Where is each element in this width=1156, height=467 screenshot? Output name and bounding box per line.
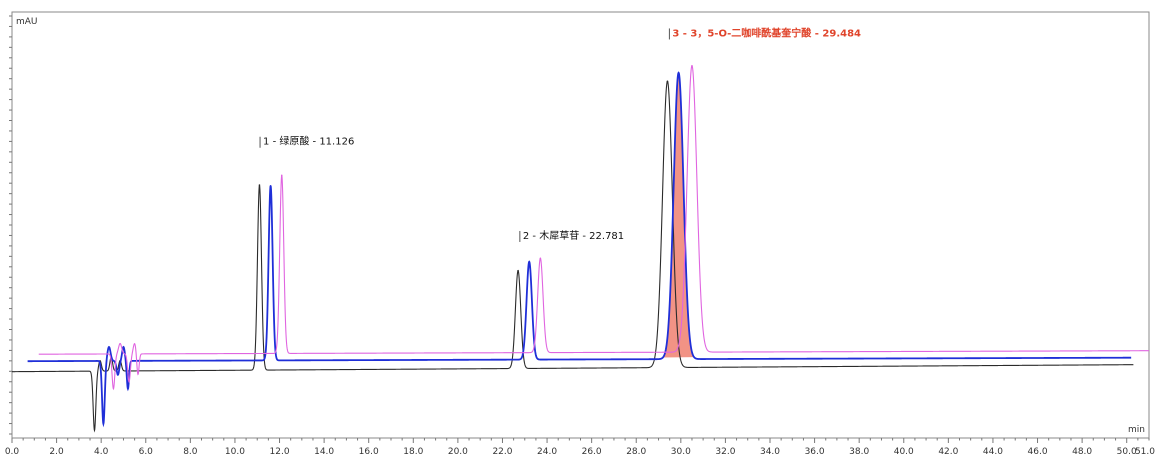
x-tick-label: 46.0: [1028, 447, 1048, 457]
x-tick-label: 32.0: [715, 447, 735, 457]
peak-annotation-3: 3 - 3，5-O-二咖啡酰基奎宁酸 - 29.484: [672, 26, 861, 39]
x-tick-label: 50.0: [1117, 447, 1137, 457]
series-line-magenta: [38, 64, 1150, 391]
peak-apex: [258, 184, 261, 186]
x-tick-label: 44.0: [983, 447, 1003, 457]
peak-annotation-2: 2 - 木犀草苷 - 22.781: [523, 229, 624, 242]
x-tick-label: 2.0: [49, 447, 64, 457]
annotation-layer: 1 - 绿原酸 - 11.126 2 - 木犀草苷 - 22.781 3 - 3，5…: [259, 26, 861, 242]
peak-apex: [528, 261, 531, 263]
x-tick-label: 8.0: [183, 447, 198, 457]
x-tick-label: 20.0: [448, 447, 468, 457]
x-tick-label: 22.0: [492, 447, 512, 457]
x-axis-label: min: [1128, 425, 1145, 435]
x-tick-label: 51.0: [1135, 447, 1155, 457]
x-tick-label: 0.0: [5, 447, 20, 457]
series-line-blue: [27, 71, 1132, 428]
x-tick-label: 26.0: [582, 447, 602, 457]
x-tick-label: 6.0: [139, 447, 154, 457]
x-tick-label: 42.0: [938, 447, 958, 457]
x-axis-ticks: 0.0 2.0 4.0 6.0 8.0 10.0 12.0 14.0 16.0 18.0 20.0 2…: [5, 438, 1155, 457]
peak-apex: [280, 174, 283, 177]
x-tick-label: 36.0: [805, 447, 825, 457]
x-tick-label: 12.0: [270, 447, 290, 457]
peak-apex: [666, 80, 669, 83]
x-tick-label: 14.0: [314, 447, 334, 457]
peak-apex: [269, 185, 272, 187]
x-tick-label: 16.0: [359, 447, 379, 457]
plot-frame: [11, 11, 1150, 439]
peak-apex: [691, 65, 693, 67]
x-tick-label: 30.0: [671, 447, 691, 457]
x-tick-label: 38.0: [849, 447, 869, 457]
series-layer: [11, 64, 1150, 433]
x-tick-label: 18.0: [403, 447, 423, 457]
x-tick-label: 34.0: [760, 447, 780, 457]
peak-apex: [539, 257, 542, 260]
x-tick-label: 24.0: [537, 447, 557, 457]
x-tick-label: 4.0: [94, 447, 109, 457]
x-tick-label: 48.0: [1072, 447, 1092, 457]
y-axis-ticks: [9, 15, 12, 435]
y-axis-label: mAU: [16, 17, 38, 27]
x-tick-label: 40.0: [894, 447, 914, 457]
x-tick-label: 28.0: [626, 447, 646, 457]
peak-apex: [517, 269, 519, 272]
x-tick-label: 10.0: [225, 447, 245, 457]
peak-apex: [677, 71, 680, 74]
series-line-black: [11, 80, 1134, 433]
peak-annotation-1: 1 - 绿原酸 - 11.126: [263, 135, 354, 148]
